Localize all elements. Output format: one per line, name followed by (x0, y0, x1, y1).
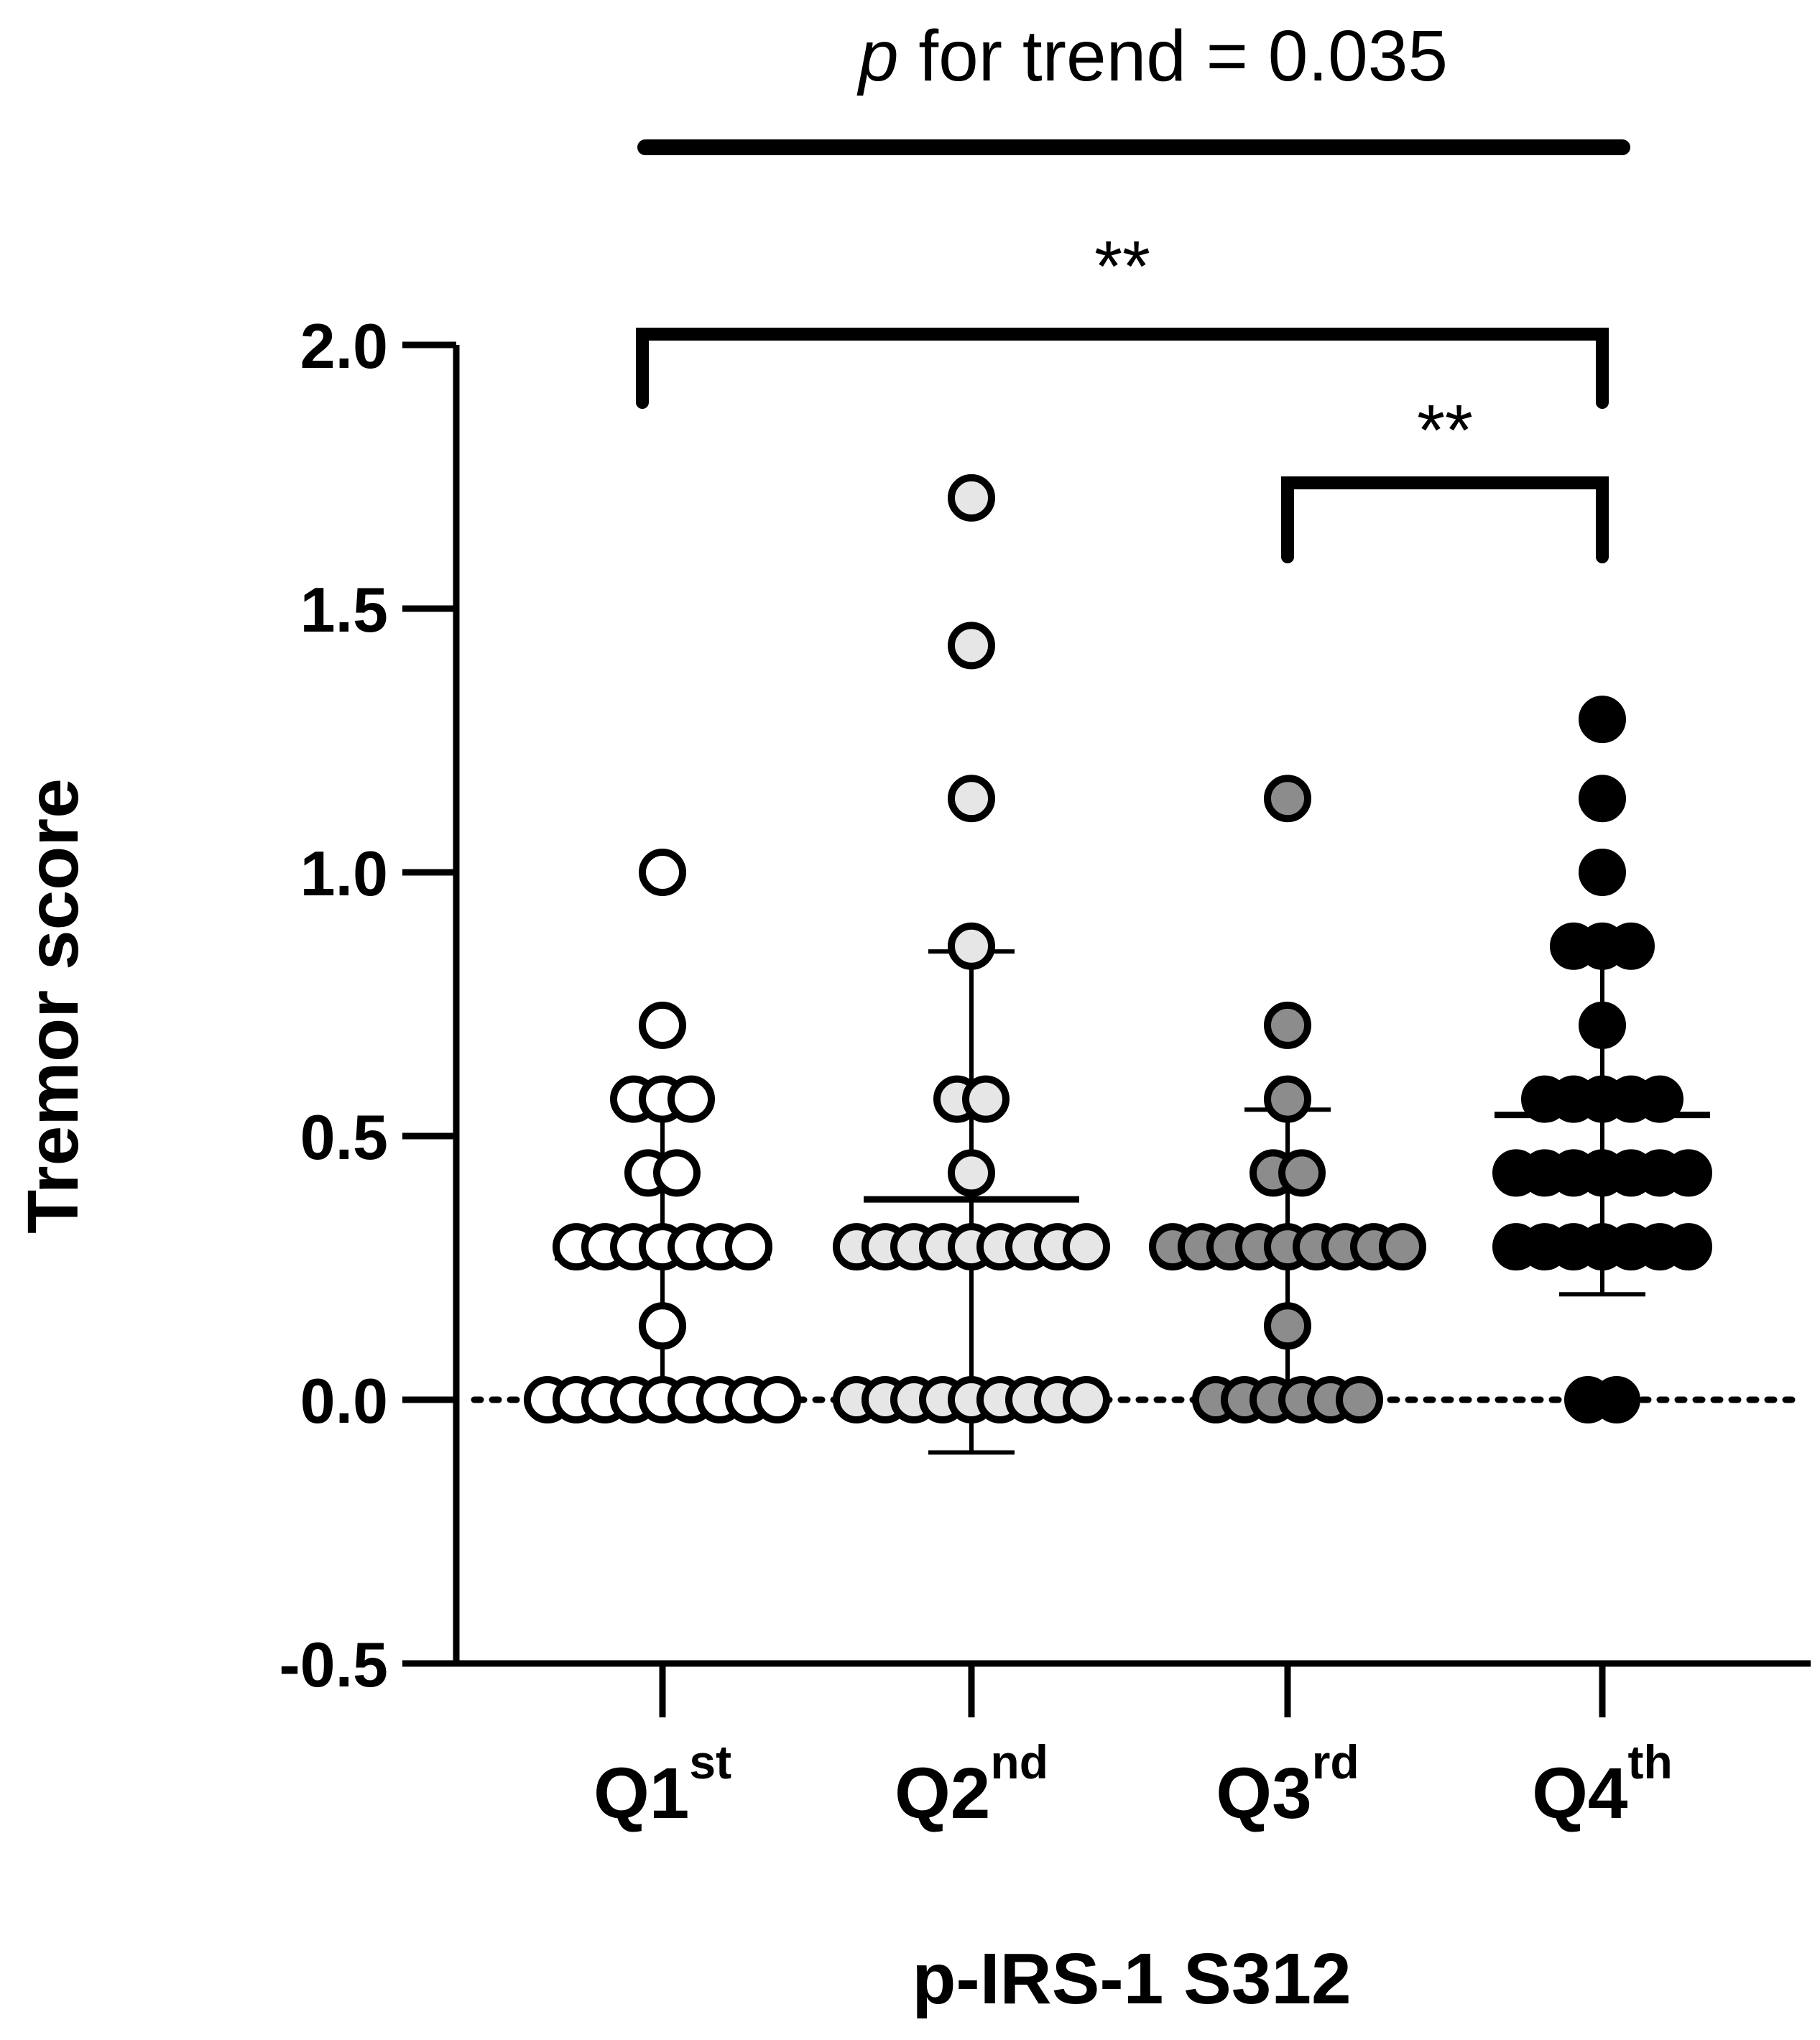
significance-bracket (636, 328, 1609, 409)
data-point (1636, 1075, 1683, 1123)
data-point (1063, 1223, 1110, 1271)
data-point (1593, 1376, 1640, 1423)
y-tick-label: 1.0 (300, 838, 388, 909)
data-point (948, 474, 995, 522)
data-point (1607, 922, 1655, 970)
y-tick-label: 0.0 (300, 1365, 388, 1436)
data-point (1579, 1001, 1626, 1049)
data-point (1264, 1075, 1311, 1123)
data-point (962, 1075, 1010, 1123)
y-tick-label: 2.0 (300, 310, 388, 382)
data-point (1264, 1302, 1311, 1350)
y-tick-label: 0.5 (300, 1102, 388, 1173)
data-point (639, 849, 686, 896)
x-tick-label: Q4th (1532, 1735, 1673, 1834)
data-point (1579, 849, 1626, 896)
x-tick-label: Q2nd (895, 1735, 1048, 1834)
y-tick-label: -0.5 (279, 1629, 388, 1700)
significance-label: ** (1094, 226, 1150, 307)
y-tick-label: 1.5 (300, 574, 388, 645)
data-point (1063, 1376, 1110, 1423)
x-axis-title: p-IRS-1 S312 (912, 1939, 1351, 2019)
data-point (653, 1149, 701, 1197)
data-point (948, 775, 995, 823)
data-point (754, 1376, 801, 1423)
data-point (725, 1223, 772, 1271)
x-tick-label: Q3rd (1216, 1735, 1359, 1834)
data-point (1264, 1001, 1311, 1049)
x-tick-label: Q1st (593, 1735, 731, 1834)
y-axis-title: Tremor score (13, 778, 93, 1234)
data-point (1379, 1223, 1426, 1271)
trend-label: p for trend = 0.035 (856, 16, 1448, 96)
data-point (1336, 1376, 1383, 1423)
significance-label: ** (1417, 390, 1473, 471)
data-point (948, 622, 995, 670)
significance-bracket (1281, 476, 1609, 563)
data-point (1579, 696, 1626, 744)
data-point (1278, 1149, 1326, 1197)
data-point (668, 1075, 715, 1123)
data-point (948, 922, 995, 970)
data-point (639, 1302, 686, 1350)
data-point (1264, 775, 1311, 823)
data-point (639, 1001, 686, 1049)
data-point (1579, 775, 1626, 823)
data-point (1665, 1223, 1712, 1271)
data-point (1665, 1149, 1712, 1197)
data-point (948, 1149, 995, 1197)
